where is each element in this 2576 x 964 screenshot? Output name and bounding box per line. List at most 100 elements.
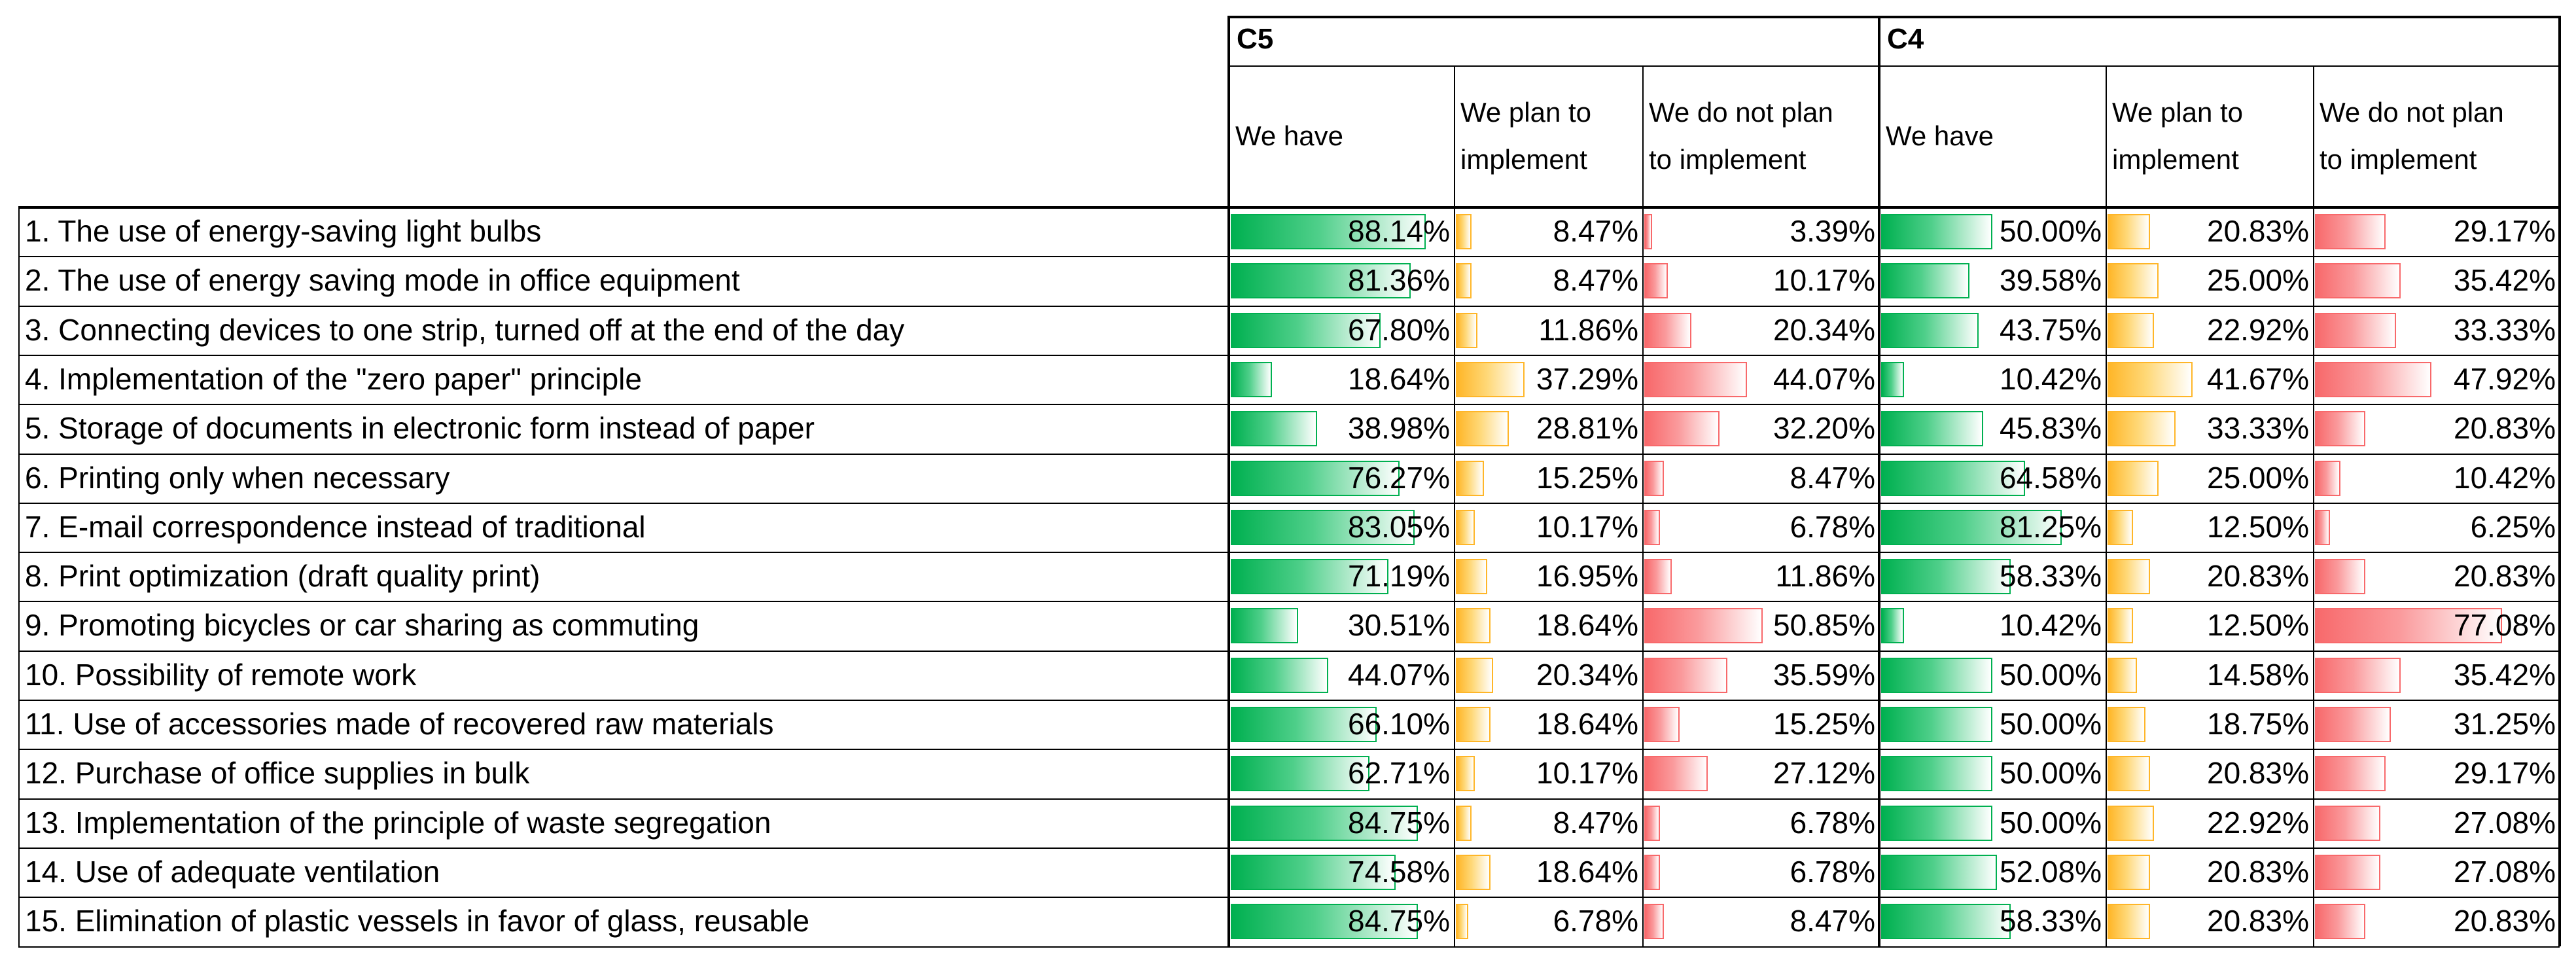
data-cell: 18.64% bbox=[1454, 601, 1642, 650]
grid-line bbox=[18, 207, 20, 946]
data-value: 20.83% bbox=[2453, 904, 2556, 938]
data-bar bbox=[2108, 904, 2150, 940]
data-cell: 71.19% bbox=[1229, 552, 1454, 601]
data-value: 35.42% bbox=[2453, 263, 2556, 298]
data-bar bbox=[1644, 657, 1727, 693]
data-value: 62.71% bbox=[1347, 756, 1450, 791]
data-cell: 20.83% bbox=[2313, 897, 2560, 946]
data-cell: 52.08% bbox=[1879, 848, 2106, 897]
data-bar bbox=[1881, 312, 1979, 348]
data-cell: 35.42% bbox=[2313, 651, 2560, 700]
data-value: 31.25% bbox=[2453, 707, 2556, 741]
data-value: 6.78% bbox=[1790, 805, 1875, 840]
data-value: 67.80% bbox=[1347, 312, 1450, 347]
column-header: We have bbox=[1229, 65, 1454, 207]
data-value: 20.83% bbox=[2206, 756, 2309, 791]
data-cell: 35.42% bbox=[2313, 256, 2560, 305]
data-bar bbox=[1231, 805, 1419, 841]
data-cell: 58.33% bbox=[1879, 897, 2106, 946]
column-header-line: We plan to bbox=[2112, 97, 2244, 128]
data-value: 12.50% bbox=[2206, 509, 2309, 544]
data-cell: 50.00% bbox=[1879, 798, 2106, 848]
data-value: 39.58% bbox=[1999, 263, 2102, 298]
data-cell: 8.47% bbox=[1454, 256, 1642, 305]
data-value: 58.33% bbox=[1999, 559, 2102, 594]
data-bar bbox=[1456, 657, 1494, 693]
data-value: 27.08% bbox=[2453, 854, 2556, 889]
data-cell: 10.17% bbox=[1642, 256, 1879, 305]
data-value: 8.47% bbox=[1790, 904, 1875, 938]
data-cell: 10.17% bbox=[1454, 749, 1642, 798]
data-value: 29.17% bbox=[2453, 214, 2556, 248]
grid-line bbox=[1642, 65, 1644, 946]
data-cell: 29.17% bbox=[2313, 207, 2560, 256]
row-label: 8. Print optimization (draft quality pri… bbox=[25, 559, 540, 594]
data-bar bbox=[2315, 608, 2502, 644]
data-bar bbox=[2108, 214, 2150, 249]
data-cell: 39.58% bbox=[1879, 256, 2106, 305]
data-value: 18.64% bbox=[1536, 854, 1638, 889]
data-cell: 62.71% bbox=[1229, 749, 1454, 798]
data-cell: 20.83% bbox=[2106, 749, 2313, 798]
data-bar bbox=[1456, 756, 1475, 792]
data-bar bbox=[2108, 707, 2146, 742]
data-bar bbox=[1644, 263, 1668, 299]
data-cell: 31.25% bbox=[2313, 700, 2560, 749]
data-bar bbox=[2108, 460, 2159, 496]
data-bar bbox=[1644, 460, 1665, 496]
data-cell: 81.25% bbox=[1879, 503, 2106, 552]
data-bar bbox=[1644, 411, 1720, 447]
data-bar bbox=[1881, 707, 1992, 742]
data-bar bbox=[1231, 411, 1317, 447]
data-value: 6.78% bbox=[1790, 854, 1875, 889]
data-bar bbox=[1456, 854, 1491, 890]
data-cell: 8.47% bbox=[1454, 798, 1642, 848]
data-bar bbox=[2315, 854, 2381, 890]
data-cell: 81.36% bbox=[1229, 256, 1454, 305]
data-bar bbox=[1231, 756, 1369, 792]
data-bar bbox=[2315, 312, 2396, 348]
data-cell: 50.00% bbox=[1879, 207, 2106, 256]
data-cell: 20.83% bbox=[2106, 552, 2313, 601]
data-bar bbox=[2108, 608, 2133, 644]
data-bar bbox=[1231, 707, 1377, 742]
row-label: 1. The use of energy-saving light bulbs bbox=[25, 214, 542, 248]
data-value: 58.33% bbox=[1999, 904, 2102, 938]
data-value: 50.00% bbox=[1999, 756, 2102, 791]
data-cell: 84.75% bbox=[1229, 798, 1454, 848]
data-bar bbox=[2315, 460, 2340, 496]
data-cell: 84.75% bbox=[1229, 897, 1454, 946]
data-value: 43.75% bbox=[1999, 312, 2102, 347]
data-bar bbox=[1456, 263, 1472, 299]
grid-line bbox=[18, 897, 2560, 899]
grid-line bbox=[18, 749, 2560, 751]
data-value: 10.42% bbox=[1999, 608, 2102, 643]
data-value: 84.75% bbox=[1347, 904, 1450, 938]
data-cell: 20.83% bbox=[2106, 848, 2313, 897]
data-bar bbox=[1881, 263, 1969, 299]
data-cell: 25.00% bbox=[2106, 256, 2313, 305]
data-cell: 12.50% bbox=[2106, 503, 2313, 552]
data-bar bbox=[1231, 608, 1299, 644]
data-bar bbox=[2315, 559, 2366, 595]
data-cell: 20.83% bbox=[2106, 207, 2313, 256]
data-value: 29.17% bbox=[2453, 756, 2556, 791]
data-bar bbox=[1881, 361, 1905, 397]
grid-line bbox=[18, 502, 2560, 504]
data-bar bbox=[1231, 312, 1381, 348]
data-cell: 6.78% bbox=[1642, 798, 1879, 848]
data-bar bbox=[1644, 854, 1661, 890]
data-cell: 18.64% bbox=[1229, 355, 1454, 404]
data-value: 38.98% bbox=[1347, 411, 1450, 446]
column-header: We have bbox=[1879, 65, 2106, 207]
data-cell: 14.58% bbox=[2106, 651, 2313, 700]
row-label: 6. Printing only when necessary bbox=[25, 460, 450, 495]
data-value: 33.33% bbox=[2453, 312, 2556, 347]
data-bar bbox=[1881, 460, 2025, 496]
data-cell: 10.42% bbox=[1879, 601, 2106, 650]
data-bar bbox=[1456, 312, 1478, 348]
data-cell: 41.67% bbox=[2106, 355, 2313, 404]
data-value: 25.00% bbox=[2206, 460, 2309, 495]
data-value: 8.47% bbox=[1553, 805, 1638, 840]
